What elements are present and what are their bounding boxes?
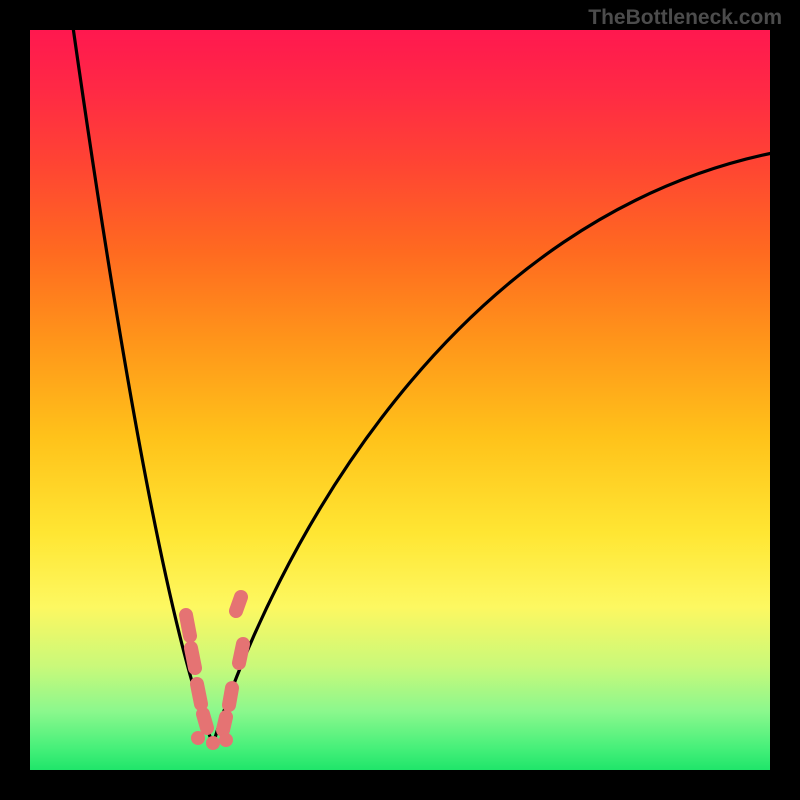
data-markers <box>186 597 243 750</box>
curve-line <box>70 6 788 744</box>
marker-dot <box>219 733 233 747</box>
chart-stage: TheBottleneck.com <box>0 0 800 800</box>
marker-pill <box>186 615 190 636</box>
marker-pill <box>203 714 207 728</box>
marker-pill <box>236 597 241 611</box>
marker-dot <box>206 736 220 750</box>
marker-pill <box>229 688 232 705</box>
marker-dot <box>191 731 205 745</box>
marker-pill <box>191 648 195 668</box>
marker-pill <box>223 717 226 730</box>
marker-pill <box>239 644 243 663</box>
chart-svg <box>0 0 800 800</box>
marker-pill <box>197 684 201 704</box>
watermark-text: TheBottleneck.com <box>588 6 782 30</box>
